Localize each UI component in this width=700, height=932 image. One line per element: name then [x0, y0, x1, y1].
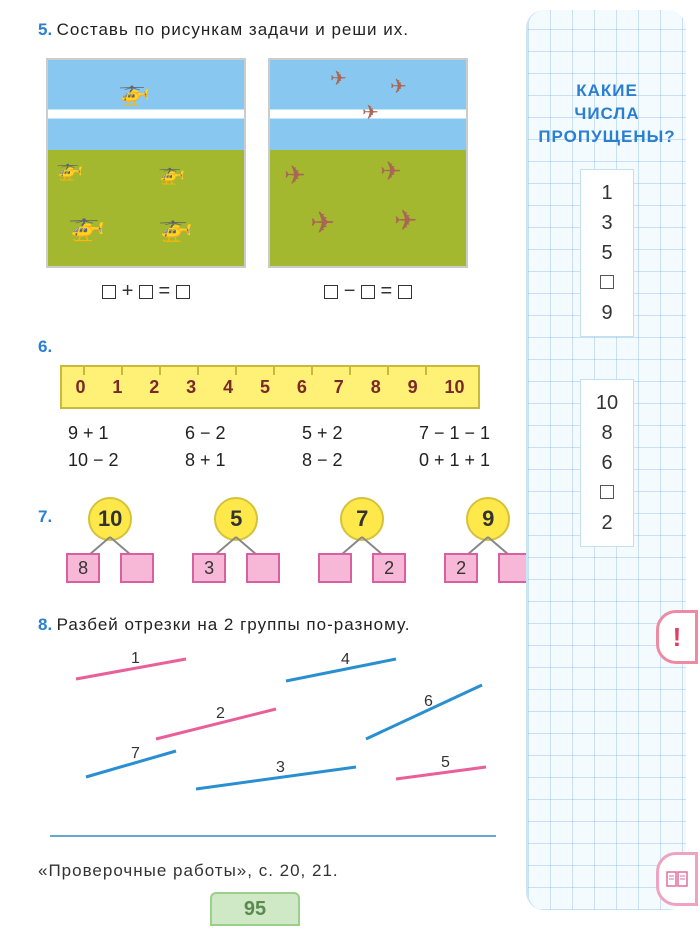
- math-problem: 5 + 2: [302, 423, 391, 444]
- ruler-tick: 9: [408, 377, 418, 398]
- sequence-item: 5: [581, 238, 633, 268]
- sidebar-title: КАКИЕ ЧИСЛА ПРОПУЩЕНЫ?: [538, 80, 676, 149]
- sidebar: КАКИЕ ЧИСЛА ПРОПУЩЕНЫ? 135 9 1086 2: [526, 10, 686, 910]
- segment-label: 4: [341, 651, 350, 668]
- sequence-item: 1: [581, 178, 633, 208]
- footer-note: «Проверочные работы», с. 20, 21.: [38, 861, 508, 881]
- sidebar-title-l2: ЧИСЛА: [538, 103, 676, 126]
- ruler-tick: 3: [186, 377, 196, 398]
- segment-label: 3: [276, 759, 285, 776]
- sequence-item: 6: [581, 448, 633, 478]
- bond-part-right[interactable]: [120, 553, 154, 583]
- task-5-right-picture: ✈ ✈ ✈ ✈ ✈ ✈ ✈: [268, 58, 468, 268]
- task-6: 6. 0 1 2 3 4 5 6 7 8 9 10 9 + 1 6 − 2 5 + 2 7 − 1 − 1…: [38, 337, 508, 471]
- sequence-item: [581, 268, 633, 298]
- sidebar-sequence-2: 1086 2: [580, 379, 634, 547]
- segments-area: 1 2 3 4 5 6 7: [56, 649, 496, 819]
- math-problem: 0 + 1 + 1: [419, 450, 508, 471]
- page-number: 95: [210, 892, 300, 926]
- helicopter-icon: 🚁: [56, 156, 83, 182]
- sequence-item: [581, 478, 633, 508]
- sequence-item: 8: [581, 418, 633, 448]
- bond-part-right[interactable]: 2: [372, 553, 406, 583]
- segment-label: 5: [441, 754, 450, 771]
- bond-part-left[interactable]: 3: [192, 553, 226, 583]
- helicopter-icon: 🚁: [158, 210, 193, 243]
- task-7-number: 7.: [38, 507, 52, 527]
- number-bond: 5 3: [192, 497, 280, 583]
- bond-part-left[interactable]: 8: [66, 553, 100, 583]
- sidebar-title-l1: КАКИЕ: [538, 80, 676, 103]
- segment-label: 6: [424, 693, 433, 710]
- bond-part-left[interactable]: [318, 553, 352, 583]
- task-8: 8. Разбей отрезки на 2 группы по-разному…: [38, 615, 508, 819]
- ruler-tick: 7: [334, 377, 344, 398]
- sequence-item: 9: [581, 298, 633, 328]
- task-7: 7. 10 8 5 3 7 2 9 2: [38, 497, 508, 583]
- plane-icon: ✈: [310, 206, 335, 241]
- sequence-item: 3: [581, 208, 633, 238]
- math-problem: 6 − 2: [185, 423, 274, 444]
- math-problem: 8 − 2: [302, 450, 391, 471]
- ruler-tick: 1: [112, 377, 122, 398]
- helicopter-icon: 🚁: [118, 76, 150, 107]
- sidebar-title-l3: ПРОПУЩЕНЫ?: [538, 126, 676, 149]
- math-problem: 8 + 1: [185, 450, 274, 471]
- math-problem: 10 − 2: [68, 450, 157, 471]
- segment-label: 2: [216, 705, 225, 722]
- number-bond: 10 8: [66, 497, 154, 583]
- bond-part-left[interactable]: 2: [444, 553, 478, 583]
- plane-icon: ✈: [394, 204, 417, 237]
- sequence-item: 10: [581, 388, 633, 418]
- math-problem: 7 − 1 − 1: [419, 423, 508, 444]
- divider: [50, 835, 496, 837]
- task-6-number: 6.: [38, 337, 52, 356]
- ruler-tick: 5: [260, 377, 270, 398]
- task-5-left-picture: 🚁 🚁 🚁 🚁 🚁: [46, 58, 246, 268]
- ruler-tick: 0: [75, 377, 85, 398]
- task-6-problems: 9 + 1 6 − 2 5 + 2 7 − 1 − 1 10 − 2 8 + 1 8 − 2…: [68, 423, 508, 471]
- plane-icon: ✈: [330, 66, 347, 91]
- task-5-equation-left: + =: [46, 280, 246, 303]
- task-5-text: Составь по рисункам задачи и реши их.: [57, 20, 409, 39]
- plane-icon: ✈: [380, 156, 402, 187]
- sidebar-sequence-1: 135 9: [580, 169, 634, 337]
- math-problem: 9 + 1: [68, 423, 157, 444]
- ruler-tick: 4: [223, 377, 233, 398]
- number-bond: 9 2: [444, 497, 532, 583]
- task-5: 5. Составь по рисункам задачи и реши их.…: [38, 20, 508, 303]
- helicopter-icon: 🚁: [158, 160, 185, 186]
- task-8-number: 8.: [38, 615, 52, 634]
- bond-part-right[interactable]: [246, 553, 280, 583]
- plane-icon: ✈: [390, 74, 407, 99]
- segment-label: 7: [131, 745, 140, 762]
- number-bond: 7 2: [318, 497, 406, 583]
- book-tab[interactable]: [656, 852, 698, 906]
- number-ruler: 0 1 2 3 4 5 6 7 8 9 10: [60, 365, 480, 409]
- plane-icon: ✈: [362, 100, 379, 125]
- task-8-text: Разбей отрезки на 2 группы по-разному.: [57, 615, 411, 634]
- ruler-tick: 10: [445, 377, 465, 398]
- sequence-item: 2: [581, 508, 633, 538]
- plane-icon: ✈: [284, 160, 306, 191]
- book-icon: [666, 870, 688, 888]
- ruler-tick: 2: [149, 377, 159, 398]
- task-5-equation-right: − =: [268, 280, 468, 303]
- helicopter-icon: 🚁: [68, 208, 105, 243]
- ruler-tick: 8: [371, 377, 381, 398]
- attention-tab[interactable]: !: [656, 610, 698, 664]
- task-5-number: 5.: [38, 20, 52, 39]
- ruler-tick: 6: [297, 377, 307, 398]
- segment-label: 1: [131, 650, 140, 667]
